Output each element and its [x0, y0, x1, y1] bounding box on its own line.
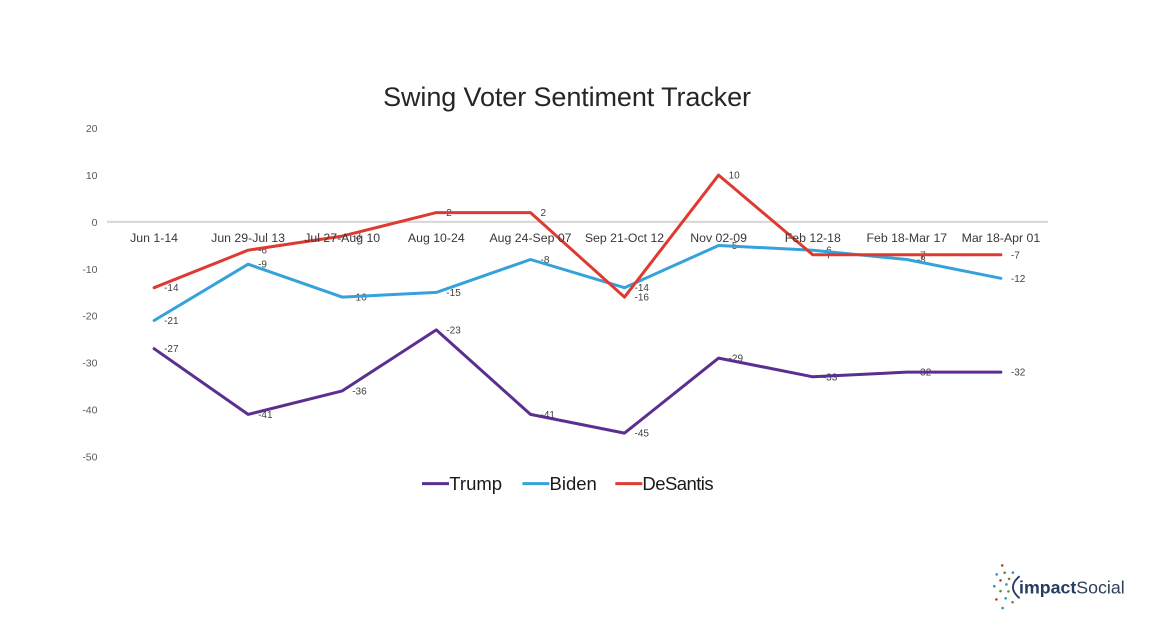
svg-text:Trump: Trump [449, 473, 502, 494]
svg-text:Biden: Biden [550, 473, 597, 494]
svg-text:Feb 18-Mar 17: Feb 18-Mar 17 [866, 231, 947, 245]
svg-text:Jul 27-Aug 10: Jul 27-Aug 10 [304, 231, 380, 245]
svg-text:-21: -21 [164, 316, 179, 327]
svg-text:10: 10 [729, 171, 741, 182]
svg-text:-10: -10 [82, 264, 97, 276]
svg-text:-14: -14 [635, 283, 650, 294]
svg-text:-15: -15 [446, 288, 461, 299]
svg-text:Aug 10-24: Aug 10-24 [408, 231, 465, 245]
svg-text:-33: -33 [823, 372, 838, 383]
svg-text:-36: -36 [352, 386, 367, 397]
svg-text:Jun 1-14: Jun 1-14 [130, 231, 178, 245]
svg-text:-41: -41 [541, 410, 556, 421]
svg-text:-8: -8 [917, 255, 926, 266]
svg-text:-27: -27 [164, 344, 179, 355]
svg-text:-8: -8 [541, 255, 550, 266]
svg-text:-20: -20 [82, 311, 97, 323]
svg-text:Feb 12-18: Feb 12-18 [785, 231, 841, 245]
svg-text:-41: -41 [258, 410, 273, 421]
svg-text:-6: -6 [258, 246, 267, 257]
svg-text:-12: -12 [1011, 274, 1026, 285]
svg-text:Sep 21-Oct 12: Sep 21-Oct 12 [585, 231, 664, 245]
svg-text:-32: -32 [1011, 368, 1026, 379]
svg-text:-7: -7 [1011, 250, 1020, 261]
svg-text:-16: -16 [635, 293, 650, 304]
svg-text:-14: -14 [164, 283, 179, 294]
svg-text:-3: -3 [352, 232, 361, 243]
svg-text:-23: -23 [446, 325, 461, 336]
svg-text:DeSantis: DeSantis [642, 473, 713, 494]
svg-text:-50: -50 [82, 452, 97, 464]
svg-text:-45: -45 [635, 429, 650, 440]
svg-text:Social: Social [1076, 577, 1124, 597]
svg-text:Aug 24-Sep 07: Aug 24-Sep 07 [489, 231, 571, 245]
svg-text:-29: -29 [729, 354, 744, 365]
svg-text:20: 20 [86, 123, 98, 135]
svg-text:Swing Voter Sentiment Tracker: Swing Voter Sentiment Tracker [383, 82, 751, 112]
svg-text:Mar 18-Apr 01: Mar 18-Apr 01 [962, 231, 1041, 245]
svg-text:impact: impact [1019, 577, 1076, 597]
svg-text:-30: -30 [82, 358, 97, 370]
svg-text:0: 0 [92, 217, 98, 229]
svg-text:-16: -16 [352, 293, 367, 304]
svg-text:Jun 29-Jul 13: Jun 29-Jul 13 [211, 231, 285, 245]
svg-text:-40: -40 [82, 405, 97, 417]
svg-text:Nov 02-09: Nov 02-09 [690, 231, 747, 245]
svg-text:-9: -9 [258, 260, 267, 271]
svg-text:2: 2 [541, 208, 547, 219]
svg-text:10: 10 [86, 170, 98, 182]
